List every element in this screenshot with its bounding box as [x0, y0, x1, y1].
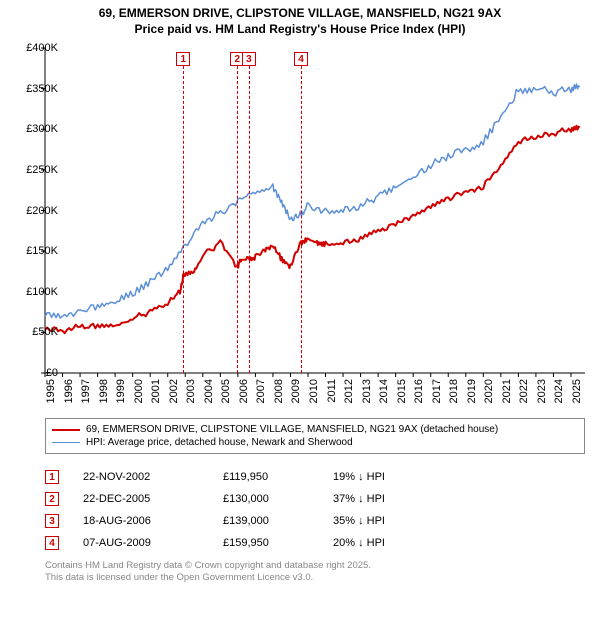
footer-attribution: Contains HM Land Registry data © Crown c…	[45, 560, 585, 585]
x-tick-label: 2005	[220, 379, 232, 403]
x-tick-label: 2009	[290, 379, 302, 403]
x-tick-label: 2024	[553, 379, 565, 403]
sale-marker-box: 1	[176, 52, 190, 66]
sale-marker-line	[237, 66, 238, 373]
x-tick-label: 2019	[466, 379, 478, 403]
sales-row: 2 22-DEC-2005£130,00037% ↓ HPI	[45, 488, 585, 510]
x-tick-label: 2022	[518, 379, 530, 403]
legend-item: HPI: Average price, detached house, Newa…	[52, 436, 578, 449]
sales-row-marker: 2	[45, 492, 59, 506]
x-tick-label: 2004	[203, 379, 215, 403]
y-tick-label: £150K	[26, 245, 58, 257]
legend-swatch	[52, 429, 80, 431]
sales-row-date: 18-AUG-2006	[83, 515, 223, 527]
sales-row-price: £139,000	[223, 515, 333, 527]
title-line-2: Price paid vs. HM Land Registry's House …	[0, 22, 600, 38]
legend-label: 69, EMMERSON DRIVE, CLIPSTONE VILLAGE, M…	[86, 424, 498, 435]
legend-item: 69, EMMERSON DRIVE, CLIPSTONE VILLAGE, M…	[52, 423, 578, 436]
x-tick-label: 2018	[448, 379, 460, 403]
sales-row-marker: 3	[45, 514, 59, 528]
sales-row-diff: 35% ↓ HPI	[333, 515, 453, 527]
x-tick-label: 2001	[150, 379, 162, 403]
x-tick-label: 2010	[308, 379, 320, 403]
x-tick-label: 2013	[361, 379, 373, 403]
sales-row-date: 22-NOV-2002	[83, 471, 223, 483]
x-tick-label: 2014	[378, 379, 390, 403]
sales-row-diff: 20% ↓ HPI	[333, 537, 453, 549]
x-tick-label: 2015	[396, 379, 408, 403]
x-tick-label: 2002	[168, 379, 180, 403]
title-line-1: 69, EMMERSON DRIVE, CLIPSTONE VILLAGE, M…	[0, 6, 600, 22]
sales-row-price: £159,950	[223, 537, 333, 549]
series-property	[45, 126, 580, 333]
sales-row-diff: 37% ↓ HPI	[333, 493, 453, 505]
x-tick-label: 2003	[185, 379, 197, 403]
y-tick-label: £200K	[26, 205, 58, 217]
x-tick-label: 2016	[413, 379, 425, 403]
sales-row-diff: 19% ↓ HPI	[333, 471, 453, 483]
sale-marker-line	[249, 66, 250, 373]
footer-line-1: Contains HM Land Registry data © Crown c…	[45, 560, 585, 572]
y-tick-label: £0	[46, 367, 58, 379]
x-tick-label: 1999	[115, 379, 127, 403]
chart-title: 69, EMMERSON DRIVE, CLIPSTONE VILLAGE, M…	[0, 0, 600, 37]
x-tick-label: 1998	[98, 379, 110, 403]
legend: 69, EMMERSON DRIVE, CLIPSTONE VILLAGE, M…	[45, 418, 585, 454]
x-tick-label: 2006	[238, 379, 250, 403]
y-tick-label: £250K	[26, 164, 58, 176]
y-tick-label: £300K	[26, 123, 58, 135]
chart-container: 69, EMMERSON DRIVE, CLIPSTONE VILLAGE, M…	[0, 0, 600, 620]
sales-row-marker: 4	[45, 536, 59, 550]
x-tick-label: 1995	[45, 379, 57, 403]
y-tick-label: £400K	[26, 42, 58, 54]
x-tick-label: 2021	[501, 379, 513, 403]
y-tick-label: £50K	[32, 326, 58, 338]
sales-table: 1 22-NOV-2002£119,95019% ↓ HPI 2 22-DEC-200…	[45, 466, 585, 554]
x-tick-label: 2020	[483, 379, 495, 403]
x-tick-label: 1997	[80, 379, 92, 403]
y-tick-label: £100K	[26, 286, 58, 298]
sales-row: 1 22-NOV-2002£119,95019% ↓ HPI	[45, 466, 585, 488]
x-tick-label: 2011	[326, 379, 338, 403]
plot-svg	[45, 48, 585, 373]
sale-marker-box: 3	[242, 52, 256, 66]
x-tick-label: 2025	[571, 379, 583, 403]
legend-label: HPI: Average price, detached house, Newa…	[86, 437, 353, 448]
sale-marker-line	[183, 66, 184, 373]
x-tick-label: 2008	[273, 379, 285, 403]
sales-row: 3 18-AUG-2006£139,00035% ↓ HPI	[45, 510, 585, 532]
sale-marker-box: 4	[294, 52, 308, 66]
footer-line-2: This data is licensed under the Open Gov…	[45, 572, 585, 584]
sales-row-date: 07-AUG-2009	[83, 537, 223, 549]
series-hpi	[45, 84, 580, 318]
sales-row-marker: 1	[45, 470, 59, 484]
x-tick-label: 2000	[133, 379, 145, 403]
sales-row-date: 22-DEC-2005	[83, 493, 223, 505]
chart-area	[45, 48, 585, 373]
sales-row: 4 07-AUG-2009£159,95020% ↓ HPI	[45, 532, 585, 554]
y-tick-label: £350K	[26, 83, 58, 95]
sales-row-price: £130,000	[223, 493, 333, 505]
x-tick-label: 1996	[63, 379, 75, 403]
x-tick-label: 2017	[431, 379, 443, 403]
sales-row-price: £119,950	[223, 471, 333, 483]
sale-marker-line	[301, 66, 302, 373]
x-tick-label: 2023	[536, 379, 548, 403]
x-tick-label: 2012	[343, 379, 355, 403]
x-tick-label: 2007	[255, 379, 267, 403]
legend-swatch	[52, 442, 80, 443]
